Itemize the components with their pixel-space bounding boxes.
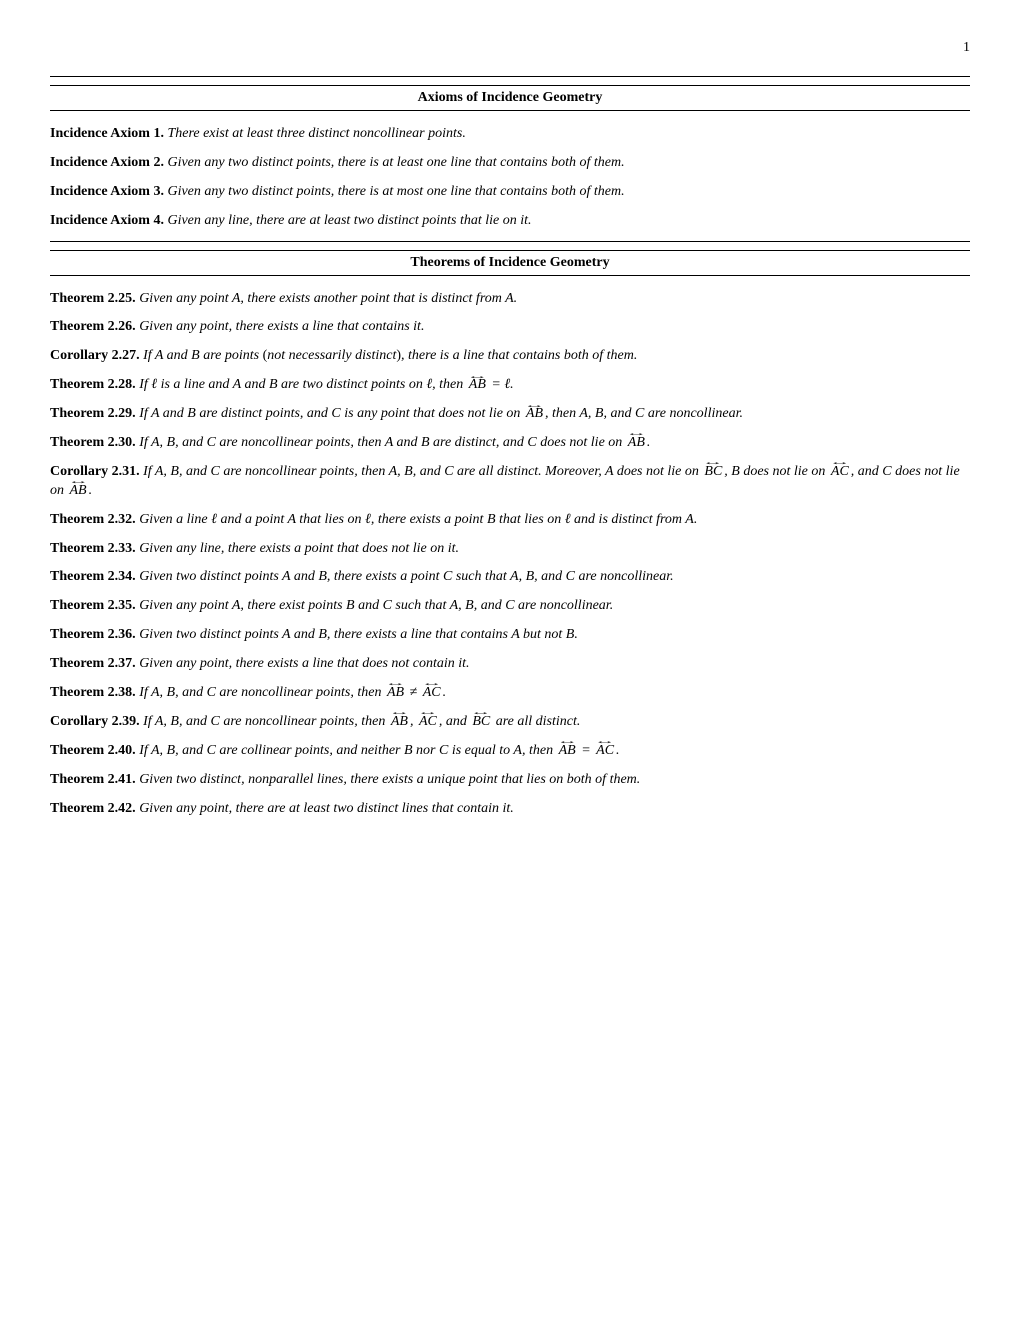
theorem-statement: Theorem 2.29. If A and B are distinct po… — [50, 405, 970, 424]
theorem-statement: Theorem 2.28. If ℓ is a line and A and B… — [50, 376, 970, 395]
statement-text: Given two distinct, nonparallel lines, t… — [139, 772, 640, 787]
statement-label: Theorem 2.28. — [50, 377, 139, 392]
theorem-statement: Theorem 2.25. Given any point A, there e… — [50, 290, 970, 309]
axiom-statement: Incidence Axiom 4. Given any line, there… — [50, 212, 970, 231]
statement-text: Given any line, there are at least two d… — [167, 213, 531, 228]
theorem-statement: Theorem 2.33. Given any line, there exis… — [50, 540, 970, 559]
statement-text: Given two distinct points A and B, there… — [139, 569, 673, 584]
rule-top-1 — [50, 76, 970, 77]
statement-label: Theorem 2.38. — [50, 685, 139, 700]
theorem-statement: Corollary 2.39. If A, B, and C are nonco… — [50, 713, 970, 732]
statement-text: If A, B, and C are collinear points, and… — [139, 743, 619, 758]
statement-text: Given any point A, there exists another … — [139, 291, 517, 306]
statement-text: If A, B, and C are noncollinear points, … — [143, 714, 580, 729]
statement-label: Theorem 2.40. — [50, 743, 139, 758]
axiom-statement: Incidence Axiom 3. Given any two distinc… — [50, 183, 970, 202]
statement-text: Given any two distinct points, there is … — [167, 184, 624, 199]
statement-text: There exist at least three distinct nonc… — [167, 126, 465, 141]
theorem-statement: Theorem 2.41. Given two distinct, nonpar… — [50, 771, 970, 790]
theorem-statement: Corollary 2.31. If A, B, and C are nonco… — [50, 463, 970, 501]
statement-text: Given any point, there are at least two … — [139, 801, 514, 816]
statement-text: Given a line ℓ and a point A that lies o… — [139, 512, 697, 527]
statement-label: Incidence Axiom 2. — [50, 155, 167, 170]
statement-label: Theorem 2.42. — [50, 801, 139, 816]
statement-label: Theorem 2.26. — [50, 319, 139, 334]
statement-text: If A, B, and C are noncollinear points, … — [139, 685, 446, 700]
statement-label: Theorem 2.34. — [50, 569, 139, 584]
statement-text: Given any point, there exists a line tha… — [139, 319, 424, 334]
theorem-statement: Theorem 2.36. Given two distinct points … — [50, 626, 970, 645]
statement-text: If A, B, and C are noncollinear points, … — [50, 464, 960, 498]
rule-top-2 — [50, 241, 970, 242]
axioms-list: Incidence Axiom 1. There exist at least … — [50, 125, 970, 231]
statement-text: If A, B, and C are noncollinear points, … — [139, 435, 650, 450]
theorem-statement: Theorem 2.40. If A, B, and C are colline… — [50, 742, 970, 761]
page-number: 1 — [50, 40, 970, 56]
theorem-statement: Theorem 2.32. Given a line ℓ and a point… — [50, 511, 970, 530]
theorem-statement: Theorem 2.30. If A, B, and C are noncoll… — [50, 434, 970, 453]
section-header-theorems: Theorems of Incidence Geometry — [50, 250, 970, 276]
statement-text: If ℓ is a line and A and B are two disti… — [139, 377, 513, 392]
theorem-statement: Theorem 2.38. If A, B, and C are noncoll… — [50, 684, 970, 703]
statement-text: If A and B are points (not necessarily d… — [143, 348, 637, 363]
statement-label: Theorem 2.35. — [50, 598, 139, 613]
statement-text: If A and B are distinct points, and C is… — [139, 406, 743, 421]
theorem-statement: Theorem 2.37. Given any point, there exi… — [50, 655, 970, 674]
axiom-statement: Incidence Axiom 2. Given any two distinc… — [50, 154, 970, 173]
theorem-statement: Corollary 2.27. If A and B are points (n… — [50, 347, 970, 366]
statement-label: Corollary 2.39. — [50, 714, 143, 729]
statement-label: Theorem 2.41. — [50, 772, 139, 787]
statement-label: Theorem 2.32. — [50, 512, 139, 527]
statement-label: Incidence Axiom 4. — [50, 213, 167, 228]
statement-label: Theorem 2.30. — [50, 435, 139, 450]
section-header-axioms: Axioms of Incidence Geometry — [50, 85, 970, 111]
statement-label: Theorem 2.36. — [50, 627, 139, 642]
statement-label: Theorem 2.37. — [50, 656, 139, 671]
theorem-statement: Theorem 2.26. Given any point, there exi… — [50, 318, 970, 337]
statement-text: Given any point A, there exist points B … — [139, 598, 613, 613]
statement-label: Corollary 2.27. — [50, 348, 143, 363]
theorems-list: Theorem 2.25. Given any point A, there e… — [50, 290, 970, 819]
statement-label: Incidence Axiom 1. — [50, 126, 167, 141]
axiom-statement: Incidence Axiom 1. There exist at least … — [50, 125, 970, 144]
statement-label: Theorem 2.25. — [50, 291, 139, 306]
statement-label: Theorem 2.33. — [50, 541, 139, 556]
theorem-statement: Theorem 2.35. Given any point A, there e… — [50, 597, 970, 616]
statement-label: Theorem 2.29. — [50, 406, 139, 421]
theorem-statement: Theorem 2.34. Given two distinct points … — [50, 568, 970, 587]
statement-text: Given any point, there exists a line tha… — [139, 656, 469, 671]
statement-text: Given two distinct points A and B, there… — [139, 627, 578, 642]
theorem-statement: Theorem 2.42. Given any point, there are… — [50, 800, 970, 819]
statement-label: Incidence Axiom 3. — [50, 184, 167, 199]
statement-text: Given any line, there exists a point tha… — [139, 541, 459, 556]
statement-text: Given any two distinct points, there is … — [167, 155, 624, 170]
